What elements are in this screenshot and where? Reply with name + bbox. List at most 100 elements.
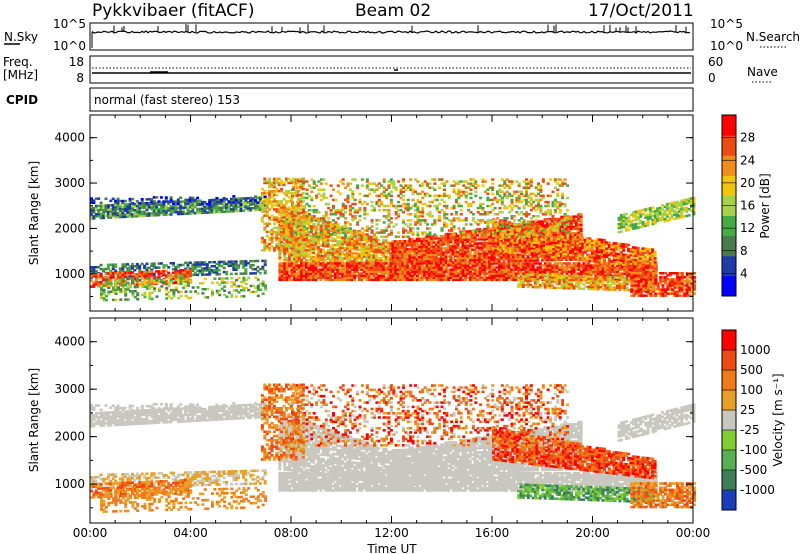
power-cell: [222, 260, 226, 264]
power-cell: [504, 253, 508, 257]
power-cell: [372, 240, 376, 243]
power-cell: [473, 254, 477, 258]
power-cell: [399, 276, 402, 279]
power-cell: [172, 295, 176, 298]
power-cell: [201, 292, 205, 295]
power-cell: [485, 235, 489, 239]
power-cell: [114, 284, 118, 287]
power-cell: [285, 250, 289, 254]
power-cell: [118, 280, 122, 283]
power-cell: [186, 281, 190, 284]
power-cell: [300, 217, 304, 221]
power-cell: [488, 231, 491, 235]
power-cell: [152, 274, 156, 278]
power-cell: [123, 263, 127, 266]
power-cell: [145, 262, 149, 266]
power-cell: [121, 273, 125, 277]
power-cell: [336, 268, 340, 271]
power-cell: [333, 258, 337, 261]
power-cell: [285, 270, 289, 273]
power-cell: [432, 272, 436, 275]
power-cell: [449, 247, 453, 250]
power-cell: [285, 218, 289, 221]
power-cell: [227, 260, 231, 263]
power-cell: [186, 268, 190, 272]
power-cell: [461, 246, 465, 250]
power-cell: [360, 248, 364, 252]
power-cell: [415, 270, 419, 273]
power-cell: [430, 266, 434, 269]
power-cell: [307, 259, 311, 262]
power-cell: [422, 251, 426, 255]
power-cell: [490, 268, 494, 271]
power-cell: [534, 272, 538, 275]
power-cell: [415, 249, 419, 253]
power-cell: [427, 253, 431, 257]
power-cell: [300, 254, 304, 257]
power-cell: [365, 249, 369, 252]
power-cell: [454, 268, 458, 271]
power-cell: [393, 240, 397, 243]
power-cell: [109, 290, 113, 293]
power-cell: [181, 210, 185, 213]
power-cell: [174, 200, 178, 203]
power-cell: [355, 254, 359, 257]
power-cell: [321, 242, 325, 246]
power-cell: [529, 266, 533, 269]
power-cell: [188, 206, 192, 209]
power-cell: [374, 260, 378, 264]
power-cell: [343, 230, 347, 234]
power-cell: [244, 197, 248, 200]
power-cell: [317, 262, 320, 265]
power-cell: [379, 266, 383, 269]
power-cell: [546, 266, 550, 269]
power-cell: [510, 278, 513, 282]
power-cell: [167, 271, 171, 275]
power-cell: [102, 208, 106, 211]
power-cell: [121, 286, 125, 289]
power-cell: [123, 209, 127, 212]
power-cell: [408, 278, 412, 282]
power-cell: [444, 264, 448, 267]
power-cell: [99, 274, 103, 278]
power-cell: [461, 256, 465, 260]
power-cell: [314, 219, 318, 222]
power-cell: [285, 207, 289, 211]
power-cell: [194, 290, 198, 293]
power-cell: [463, 248, 467, 252]
power-cell: [114, 288, 118, 291]
power-cell: [172, 204, 175, 208]
power-cell: [107, 282, 111, 285]
power-cell: [324, 278, 328, 282]
power-cell: [449, 249, 453, 252]
power-cell: [355, 244, 359, 247]
power-cell: [439, 257, 443, 260]
power-cell: [123, 273, 127, 277]
power-cell: [466, 262, 470, 265]
power-cell: [485, 272, 489, 275]
cpid-text: normal (fast stereo) 153: [94, 93, 240, 107]
power-cell: [203, 209, 207, 212]
power-cell: [314, 264, 318, 267]
power-cell: [225, 208, 229, 211]
power-data-layer: [90, 177, 696, 302]
power-cell: [106, 212, 110, 215]
power-cell: [355, 264, 359, 267]
power-cell: [172, 209, 175, 212]
power-cell: [490, 250, 494, 253]
power-cell: [635, 270, 639, 273]
power-cell: [278, 270, 282, 273]
power-cell: [625, 270, 629, 273]
power-cell: [133, 273, 137, 276]
power-cell: [432, 247, 436, 250]
power-cell: [463, 238, 467, 241]
power-cell: [382, 239, 386, 242]
power-cell: [531, 266, 535, 269]
power-cell: [387, 270, 390, 273]
power-cell: [501, 244, 505, 247]
power-cell: [633, 270, 636, 273]
power-cell: [490, 237, 494, 241]
power-cell: [114, 209, 118, 213]
power-cell: [162, 273, 166, 277]
power-cell: [548, 266, 552, 269]
